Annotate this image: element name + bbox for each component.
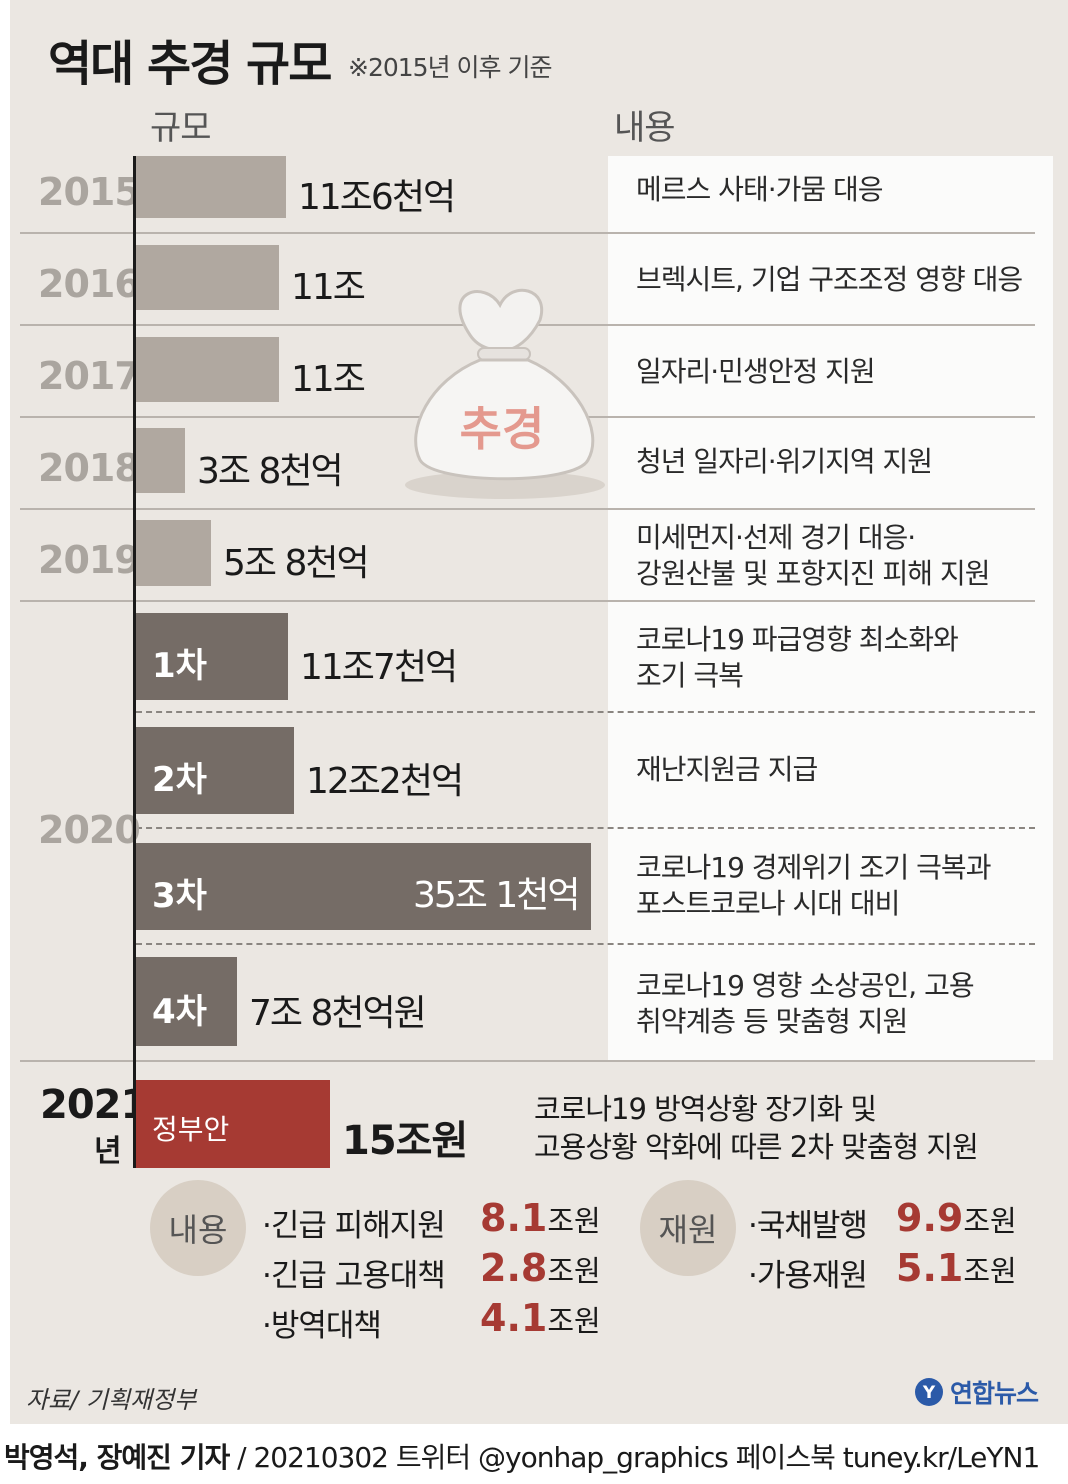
content-item-1: ·긴급 피해지원 [262, 1200, 445, 1245]
amount-number: 9.9 [896, 1196, 963, 1240]
description-2015: 메르스 사태·가뭄 대응 [636, 172, 883, 208]
bar-2016 [136, 245, 279, 310]
description-line: 코로나19 파급영향 최소화와 [636, 622, 958, 658]
content-item-2: ·긴급 고용대책 [262, 1250, 445, 1295]
row-separator-dashed [136, 827, 1035, 829]
amount-number: 8.1 [480, 1196, 547, 1240]
row-separator [20, 600, 1035, 602]
value-label-2015: 11조6천억 [298, 168, 454, 220]
amount-unit: 조원 [963, 1254, 1016, 1288]
amount-unit: 조원 [547, 1304, 600, 1338]
funding-circle-label: 재원 [640, 1180, 736, 1276]
value-label-2020-4: 7조 8천억원 [249, 984, 425, 1036]
yonhap-logo-icon: Y [914, 1377, 944, 1407]
description-line: 청년 일자리·위기지역 지원 [636, 444, 932, 480]
round-label-2021: 정부안 [152, 1108, 229, 1148]
description-line: 코로나19 방역상황 장기화 및 [534, 1090, 978, 1128]
description-2016: 브렉시트, 기업 구조조정 영향 대응 [636, 262, 1022, 298]
page-subtitle: ※2015년 이후 기준 [348, 48, 551, 84]
description-2020-3: 코로나19 경제위기 조기 극복과 포스트코로나 시대 대비 [636, 850, 990, 922]
source-note: 자료/ 기획재정부 [26, 1380, 196, 1415]
bar-2019 [136, 520, 211, 586]
credit-footer: 박영석, 장예진 기자 / 20210302 트위터 @yonhap_graph… [4, 1436, 1039, 1476]
funding-item-2: ·가용재원 [748, 1250, 867, 1295]
description-2017: 일자리·민생안정 지원 [636, 354, 875, 390]
description-2018: 청년 일자리·위기지역 지원 [636, 444, 932, 480]
description-line: 고용상황 악화에 따른 2차 맞춤형 지원 [534, 1128, 978, 1166]
year-label-2017: 2017 [38, 354, 140, 398]
value-label-2016: 11조 [291, 258, 364, 310]
content-item-3: ·방역대책 [262, 1300, 381, 1345]
footer-links: / 20210302 트위터 @yonhap_graphics 페이스북 tun… [229, 1441, 1039, 1474]
description-2020-2: 재난지원금 지급 [636, 752, 817, 788]
description-2021: 코로나19 방역상황 장기화 및 고용상황 악화에 따른 2차 맞춤형 지원 [534, 1090, 978, 1166]
bar-2017 [136, 337, 279, 402]
description-line: 메르스 사태·가뭄 대응 [636, 172, 883, 208]
content-circle-label: 내용 [150, 1180, 246, 1276]
round-label-2: 2차 [152, 752, 207, 801]
funding-item-1: ·국채발행 [748, 1200, 867, 1245]
row-separator [20, 508, 1035, 510]
bar-2018 [136, 428, 185, 493]
description-line: 조기 극복 [636, 658, 958, 694]
description-2019: 미세먼지·선제 경기 대응· 강원산불 및 포항지진 피해 지원 [636, 520, 989, 592]
row-separator-dashed [136, 711, 1035, 713]
row-separator [20, 1060, 1035, 1062]
value-label-2020-2: 12조2천억 [306, 752, 462, 804]
description-line: 코로나19 영향 소상공인, 고용 [636, 968, 974, 1004]
description-line: 재난지원금 지급 [636, 752, 817, 788]
value-label-2021: 15조원 [342, 1108, 467, 1166]
round-label-1: 1차 [152, 638, 207, 687]
funding-amount-1: 9.9조원 [896, 1196, 1017, 1240]
description-line: 일자리·민생안정 지원 [636, 354, 875, 390]
column-header-content: 내용 [614, 100, 675, 149]
amount-unit: 조원 [547, 1254, 600, 1288]
description-line: 취약계층 등 맞춤형 지원 [636, 1004, 974, 1040]
value-label-2020-3: 35조 1천억 [413, 866, 579, 918]
description-line: 미세먼지·선제 경기 대응· [636, 520, 989, 556]
round-label-3: 3차 [152, 868, 207, 917]
page-title: 역대 추경 규모 [48, 24, 330, 94]
description-line: 브렉시트, 기업 구조조정 영향 대응 [636, 262, 1022, 298]
content-amount-2: 2.8조원 [480, 1246, 601, 1290]
amount-number: 2.8 [480, 1246, 547, 1290]
year-suffix-2021: 년 [94, 1126, 122, 1170]
money-bag-icon: 추경 [400, 280, 610, 500]
year-label-2015: 2015 [38, 170, 140, 214]
year-label-2021: 2021 [40, 1082, 147, 1128]
description-line: 포스트코로나 시대 대비 [636, 886, 990, 922]
bag-label: 추경 [460, 402, 545, 456]
yonhap-logo: Y 연합뉴스 [914, 1374, 1038, 1410]
row-separator-dashed [136, 943, 1035, 945]
year-label-2016: 2016 [38, 262, 140, 306]
svg-text:Y: Y [922, 1383, 936, 1403]
content-amount-1: 8.1조원 [480, 1196, 601, 1240]
amount-number: 4.1 [480, 1296, 547, 1340]
column-header-scale: 규모 [150, 100, 211, 149]
round-label-4: 4차 [152, 984, 207, 1033]
year-label-2018: 2018 [38, 446, 140, 490]
row-separator [20, 232, 1035, 234]
description-2020-4: 코로나19 영향 소상공인, 고용 취약계층 등 맞춤형 지원 [636, 968, 974, 1040]
year-label-2019: 2019 [38, 538, 140, 582]
description-line: 코로나19 경제위기 조기 극복과 [636, 850, 990, 886]
year-label-2020: 2020 [38, 808, 140, 852]
description-2020-1: 코로나19 파급영향 최소화와 조기 극복 [636, 622, 958, 694]
amount-unit: 조원 [963, 1204, 1016, 1238]
amount-number: 5.1 [896, 1246, 963, 1290]
funding-amount-2: 5.1조원 [896, 1246, 1017, 1290]
description-line: 강원산불 및 포항지진 피해 지원 [636, 556, 989, 592]
value-label-2018: 3조 8천억 [197, 442, 342, 494]
bar-2015 [136, 156, 286, 218]
value-label-2019: 5조 8천억 [223, 534, 368, 586]
chart-axis [133, 156, 136, 1168]
value-label-2017: 11조 [291, 350, 364, 402]
logo-text: 연합뉴스 [950, 1374, 1038, 1410]
amount-unit: 조원 [547, 1204, 600, 1238]
content-amount-3: 4.1조원 [480, 1296, 601, 1340]
author-credit: 박영석, 장예진 기자 [4, 1441, 229, 1474]
value-label-2020-1: 11조7천억 [300, 638, 456, 690]
